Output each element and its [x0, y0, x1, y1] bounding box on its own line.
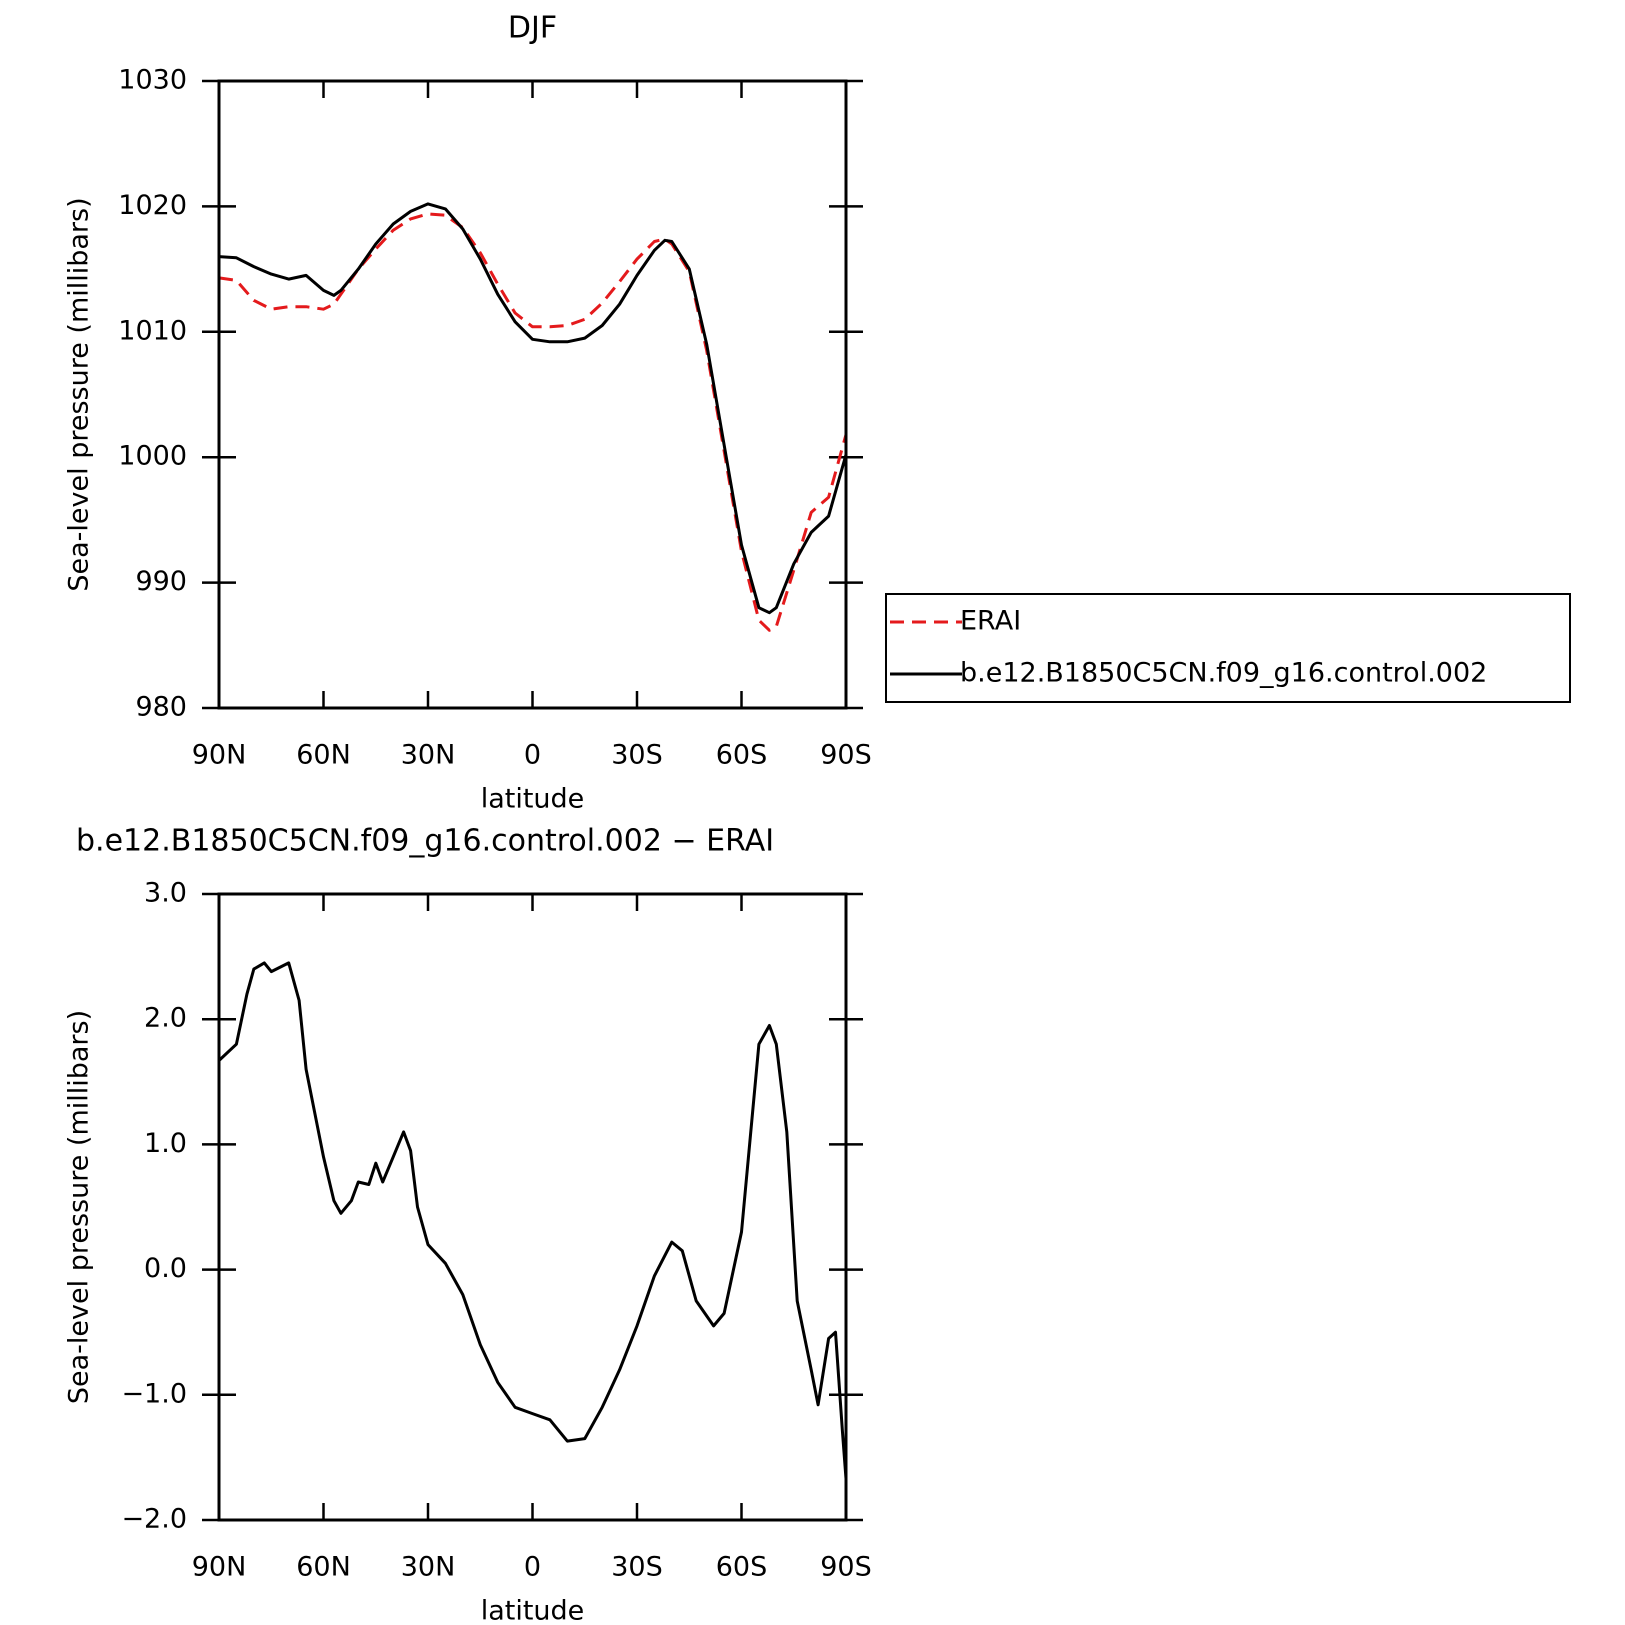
x-axis-label: latitude	[481, 1596, 585, 1625]
x-tick-label: 30N	[401, 740, 456, 771]
y-tick-label: 990	[135, 566, 187, 597]
x-tick-label: 30S	[611, 1552, 663, 1583]
legend-label: ERAI	[960, 606, 1021, 637]
x-tick-label: 90N	[192, 740, 247, 771]
x-tick-label: 60S	[716, 740, 768, 771]
chart-title: b.e12.B1850C5CN.f09_g16.control.002 − ER…	[76, 824, 774, 859]
data-line	[218, 202, 848, 615]
x-tick-label: 0	[524, 1552, 541, 1583]
x-tick-label: 90N	[192, 1552, 247, 1583]
legend-box	[885, 593, 1571, 703]
y-tick-label: 3.0	[144, 878, 187, 909]
y-axis-label: Sea-level pressure (millibars)	[64, 1010, 95, 1404]
plot-frame	[217, 892, 848, 1522]
y-axis-label: Sea-level pressure (millibars)	[64, 197, 95, 591]
x-tick-label: 0	[524, 740, 541, 771]
y-tick-label: 980	[135, 692, 187, 723]
y-tick-label: 2.0	[144, 1003, 187, 1034]
x-tick-label: 90S	[820, 740, 872, 771]
x-tick-label: 60N	[296, 1552, 351, 1583]
x-axis-label: latitude	[481, 784, 585, 815]
y-tick-label: 1010	[118, 315, 187, 346]
y-tick-label: 0.0	[144, 1253, 187, 1284]
y-tick-label: −1.0	[121, 1378, 187, 1409]
y-tick-label: 1030	[118, 65, 187, 96]
x-tick-label: 60S	[716, 1552, 768, 1583]
x-tick-label: 60N	[296, 740, 351, 771]
data-line	[218, 212, 848, 632]
legend-label: b.e12.B1850C5CN.f09_g16.control.002	[960, 658, 1487, 689]
x-tick-label: 30N	[401, 1552, 456, 1583]
x-tick-label: 90S	[820, 1552, 872, 1583]
x-tick-label: 30S	[611, 740, 663, 771]
y-tick-label: 1.0	[144, 1128, 187, 1159]
y-tick-label: 1020	[118, 190, 187, 221]
y-tick-label: −2.0	[121, 1504, 187, 1535]
plot-frame	[217, 79, 848, 710]
y-tick-label: 1000	[118, 441, 187, 472]
data-line	[217, 961, 848, 1479]
chart-title: DJF	[508, 11, 557, 46]
